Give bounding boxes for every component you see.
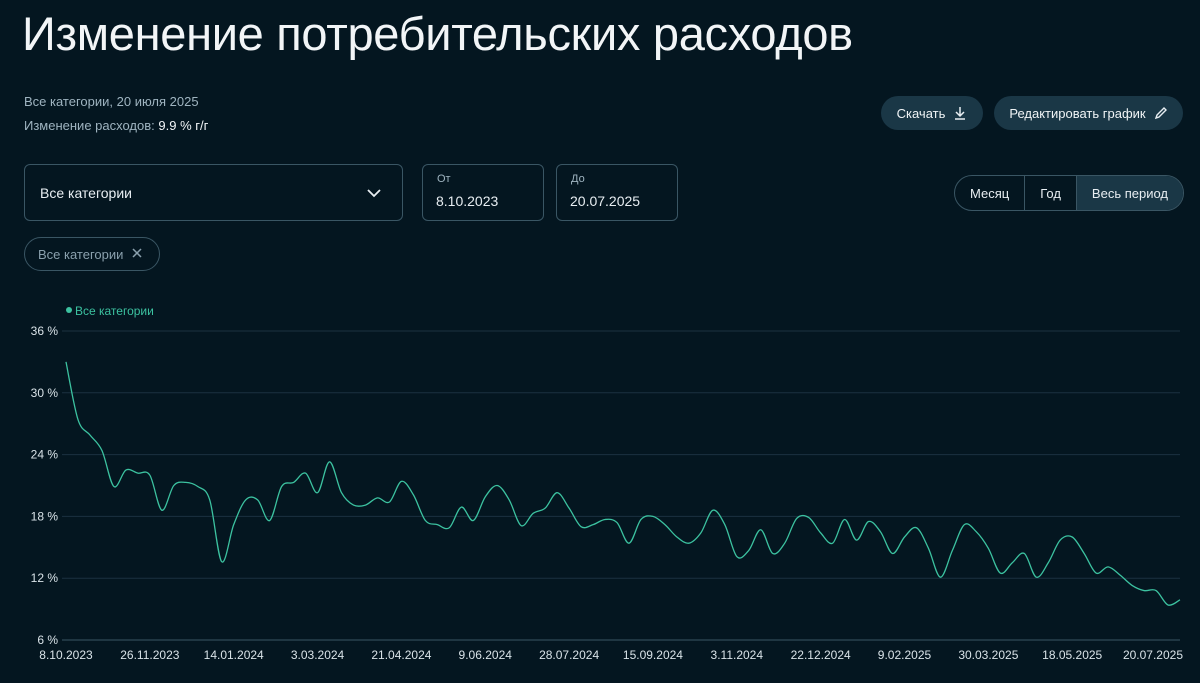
- chip-label: Все категории: [38, 246, 124, 262]
- x-tick-label: 28.07.2024: [539, 648, 599, 662]
- edit-button[interactable]: Редактировать график: [994, 96, 1183, 130]
- close-icon: [132, 247, 142, 258]
- x-tick-label: 9.02.2025: [878, 648, 932, 662]
- y-tick-label: 36 %: [31, 324, 59, 338]
- download-label: Скачать: [896, 105, 946, 121]
- x-tick-label: 3.03.2024: [291, 648, 345, 662]
- period-option[interactable]: Год: [1024, 176, 1076, 210]
- page-title: Изменение потребительских расходов: [22, 7, 853, 60]
- date-to[interactable]: До 20.07.2025: [556, 164, 678, 221]
- period-option[interactable]: Месяц: [970, 185, 1010, 201]
- x-tick-label: 21.04.2024: [371, 648, 431, 662]
- edit-label: Редактировать график: [1009, 105, 1146, 121]
- date-from[interactable]: От 8.10.2023: [422, 164, 544, 221]
- category-dropdown[interactable]: Все категории: [24, 164, 403, 221]
- x-tick-label: 14.01.2024: [204, 648, 264, 662]
- x-tick-label: 9.06.2024: [459, 648, 513, 662]
- subtitle: Все категории, 20 июля 2025: [24, 94, 199, 109]
- date-from-label: От: [437, 173, 451, 185]
- legend-marker: [66, 307, 72, 313]
- x-tick-label: 3.11.2024: [711, 648, 764, 662]
- y-tick-label: 24 %: [31, 448, 59, 462]
- x-tick-label: 15.09.2024: [623, 648, 683, 662]
- series-line: [65, 361, 1181, 606]
- change-line: Изменение расходов: 9.9 % г/г: [24, 118, 208, 133]
- x-tick-label: 8.10.2023: [39, 648, 93, 662]
- y-tick-label: 12 %: [31, 571, 59, 585]
- period-switch: Месяц Год Весь период: [954, 175, 1184, 211]
- download-icon: [955, 107, 966, 120]
- change-value: 9.9 % г/г: [158, 118, 209, 133]
- edit-icon: [1154, 107, 1167, 120]
- x-tick-label: 22.12.2024: [791, 648, 851, 662]
- change-label: Изменение расходов:: [24, 118, 155, 133]
- x-tick-label: 30.03.2025: [958, 648, 1018, 662]
- x-tick-label: 20.07.2025: [1123, 648, 1183, 662]
- date-to-value: 20.07.2025: [570, 193, 641, 209]
- y-tick-label: 30 %: [31, 386, 59, 400]
- date-from-value: 8.10.2023: [436, 193, 499, 209]
- x-tick-label: 18.05.2025: [1042, 648, 1102, 662]
- chevron-icon: [367, 189, 381, 198]
- y-tick-label: 6 %: [37, 633, 58, 647]
- legend-label: Все категории: [75, 304, 154, 318]
- dropdown-value: Все категории: [40, 185, 132, 201]
- date-to-label: До: [571, 173, 585, 185]
- chart: 6 % 12 % 18 % 24 % 30 % 36 % 8.10.2023 26.11.20…: [31, 304, 1184, 662]
- y-tick-label: 18 %: [31, 509, 59, 523]
- x-tick-label: 26.11.2023: [120, 648, 179, 662]
- period-option[interactable]: Весь период: [1075, 176, 1183, 210]
- download-button[interactable]: Скачать: [881, 96, 983, 130]
- filter-chip[interactable]: Все категории: [24, 237, 161, 271]
- chip-close[interactable]: [131, 247, 143, 262]
